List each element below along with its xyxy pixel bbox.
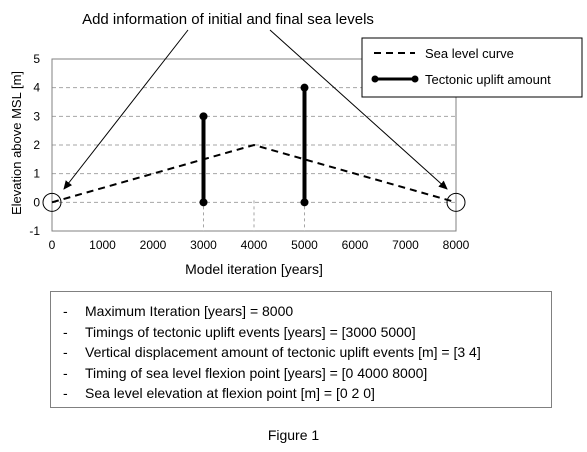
parameter-text: Timing of sea level flexion point [years…: [85, 364, 428, 381]
figure-caption: Figure 1: [267, 427, 320, 443]
annotation-arrow-right: [269, 29, 448, 190]
legend-swatch-dot-left: [371, 75, 379, 83]
y-tick-label: 2: [33, 138, 40, 152]
y-tick-label: 0: [33, 195, 40, 209]
y-tick-label: 3: [33, 109, 40, 123]
parameter-text: Vertical displacement amount of tectonic…: [85, 344, 481, 360]
y-tick-label: 4: [33, 81, 40, 95]
x-tick-label: 8000: [443, 238, 470, 252]
parameter-text: Sea level elevation at flexion point [m]…: [85, 385, 375, 401]
x-tick-label: 3000: [190, 238, 217, 252]
annotation-text: Add information of initial and final sea…: [82, 11, 374, 28]
parameter-item: - Maximum Iteration [years] = 8000: [63, 301, 551, 322]
x-tick-label: 4000: [241, 238, 268, 252]
figure-chart: -1 0 1 2 3 4 5 0 1000 2000 3000 4000 5000 6000 7000 800…: [9, 11, 583, 277]
parameter-box: - Maximum Iteration [years] = 8000- Timing…: [50, 291, 552, 408]
y-tick-label: 5: [33, 52, 40, 66]
parameter-item: - Timings of tectonic uplift events [year…: [63, 322, 551, 343]
uplift-dot-bottom: [199, 198, 208, 207]
y-axis-label: Elevation above MSL [m]: [9, 71, 24, 215]
bullet-dash: -: [63, 364, 68, 381]
x-tick-label: 7000: [392, 238, 419, 252]
annotation-arrow-left: [63, 29, 189, 190]
legend-label-sea-level: Sea level curve: [425, 46, 514, 61]
x-tick-label: 6000: [342, 238, 369, 252]
x-tick-label: 0: [49, 238, 56, 252]
bullet-dash: -: [63, 344, 68, 360]
uplift-dot-top: [199, 112, 208, 121]
x-tick-label: 2000: [140, 238, 167, 252]
y-tick-label: -1: [29, 224, 40, 238]
parameter-text: Timings of tectonic uplift events [years…: [85, 323, 416, 340]
legend-label-uplift: Tectonic uplift amount: [425, 72, 551, 87]
legend: Sea level curve Tectonic uplift amount: [361, 37, 583, 98]
y-tick-label: 1: [33, 167, 40, 181]
highlight-circle: [42, 192, 62, 212]
x-axis-label: Model iteration [years]: [185, 261, 323, 277]
parameter-item: - Timing of sea level flexion point [year…: [63, 363, 551, 384]
axis-ticks: -1 0 1 2 3 4 5 0 1000 2000 3000 4000 5000 6000 7000 800…: [29, 52, 469, 252]
sea-level-curve: [51, 143, 457, 204]
parameter-text: Maximum Iteration [years] = 8000: [85, 303, 294, 319]
x-tick-label: 5000: [291, 238, 318, 252]
bullet-dash: -: [63, 323, 68, 340]
parameter-item: - Vertical displacement amount of tectoni…: [63, 342, 551, 363]
legend-box: [361, 37, 583, 98]
bullet-dash: -: [63, 385, 68, 401]
x-tick-label: 1000: [89, 238, 116, 252]
uplift-dot-bottom: [300, 198, 309, 207]
uplift-dot-top: [300, 83, 309, 92]
bullet-dash: -: [63, 303, 68, 319]
series-layer: [42, 83, 466, 231]
legend-swatch-dot-right: [411, 75, 419, 83]
parameter-list: - Maximum Iteration [years] = 8000- Timing…: [51, 292, 551, 404]
highlight-circle: [446, 192, 466, 212]
parameter-item: - Sea level elevation at flexion point [m…: [63, 383, 551, 404]
